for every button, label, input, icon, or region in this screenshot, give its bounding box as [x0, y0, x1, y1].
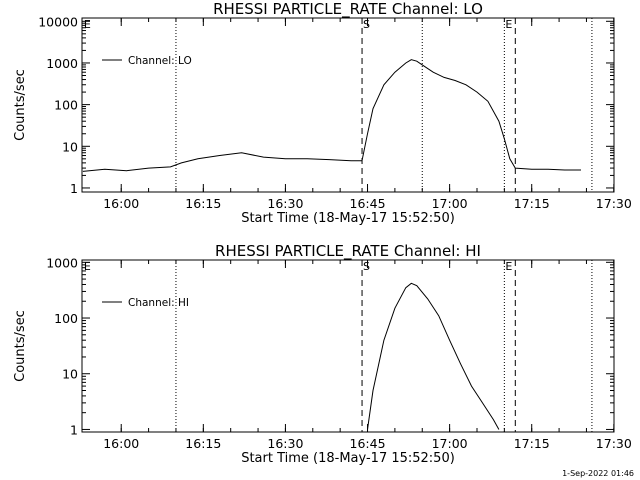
x-tick-label: 16:00 — [103, 436, 139, 451]
x-tick-label: 16:15 — [185, 436, 221, 451]
y-tick-label: 10 — [62, 139, 78, 154]
x-tick-label: 16:45 — [350, 436, 386, 451]
y-tick-label: 1 — [70, 422, 78, 437]
x-tick-label: 16:30 — [267, 436, 303, 451]
chart-title: RHESSI PARTICLE_RATE Channel: HI — [215, 242, 481, 261]
chart-title: RHESSI PARTICLE_RATE Channel: LO — [213, 0, 483, 19]
y-tick-label: 10 — [62, 367, 78, 382]
x-tick-label: 16:15 — [185, 196, 221, 211]
y-axis-label: Counts/sec — [13, 310, 28, 382]
y-tick-label: 100 — [54, 311, 78, 326]
marker-label: S — [363, 260, 370, 273]
x-axis-label: Start Time (18-May-17 15:52:50) — [241, 451, 455, 466]
y-tick-label: 1 — [70, 181, 78, 196]
marker-label: E — [505, 18, 512, 31]
footer-timestamp: 1-Sep-2022 01:46 — [562, 469, 634, 478]
marker-label: S — [363, 18, 370, 31]
x-axis-label: Start Time (18-May-17 15:52:50) — [241, 211, 455, 226]
x-tick-label: 17:00 — [432, 196, 468, 211]
x-tick-label: 16:30 — [267, 196, 303, 211]
x-tick-label: 16:45 — [350, 196, 386, 211]
y-tick-label: 1000 — [46, 56, 78, 71]
y-axis-label: Counts/sec — [13, 69, 28, 141]
x-tick-label: 17:15 — [514, 436, 550, 451]
x-tick-label: 17:30 — [596, 196, 632, 211]
series-line — [82, 59, 581, 172]
hi-channel-panel: RHESSI PARTICLE_RATE Channel: HI 16:00 16:… — [13, 242, 632, 466]
lo-channel-panel: RHESSI PARTICLE_RATE Channel: LO 16:00 16:… — [13, 0, 632, 226]
marker-label: E — [84, 260, 91, 273]
marker-label: E — [84, 18, 91, 31]
marker-label: E — [505, 260, 512, 273]
x-tick-label: 17:00 — [432, 436, 468, 451]
y-tick-label: 10000 — [38, 14, 78, 29]
legend-label: Channel: HI — [128, 297, 189, 309]
x-tick-label: 17:30 — [596, 436, 632, 451]
y-tick-label: 100 — [54, 98, 78, 113]
x-tick-label: 16:00 — [103, 196, 139, 211]
x-tick-label: 17:15 — [514, 196, 550, 211]
plot-frame — [81, 259, 615, 433]
legend-label: Channel: LO — [128, 55, 192, 67]
series-line — [367, 282, 500, 430]
y-tick-label: 1000 — [46, 255, 78, 270]
plot-frame — [81, 17, 615, 193]
